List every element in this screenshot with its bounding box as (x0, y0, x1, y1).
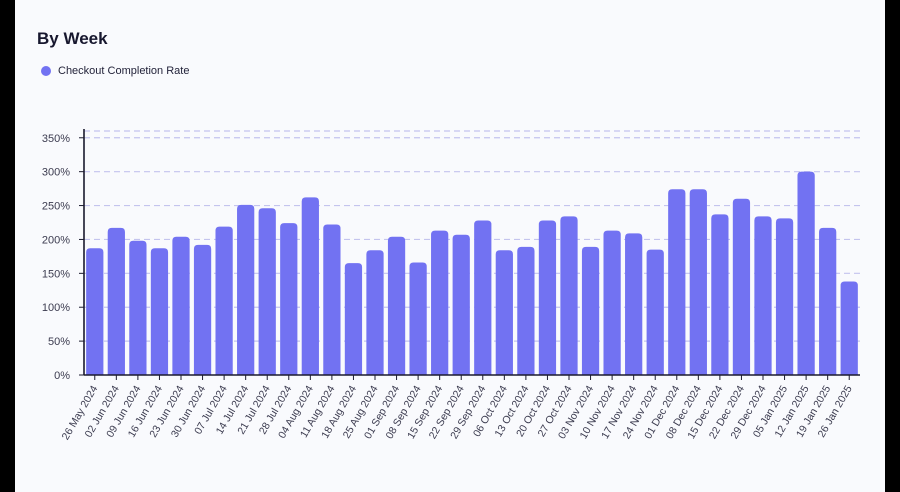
bar (711, 214, 729, 375)
bar (323, 224, 341, 375)
y-tick-label: 100% (42, 302, 70, 314)
y-tick-label: 0% (54, 370, 70, 382)
bar (581, 246, 600, 375)
legend-label: Checkout Completion Rate (58, 65, 190, 77)
bar (431, 230, 449, 375)
bar (517, 246, 535, 375)
legend[interactable]: Checkout Completion Rate (41, 65, 189, 77)
y-tick-label: 350% (42, 133, 70, 145)
bar (172, 236, 190, 375)
bar (237, 204, 255, 375)
bar (668, 189, 686, 375)
bar (474, 220, 492, 375)
bar (560, 216, 578, 375)
bar (495, 250, 513, 375)
bar (215, 226, 233, 375)
y-tick-label: 200% (42, 234, 70, 246)
bar (732, 198, 751, 375)
legend-swatch (41, 66, 51, 76)
bar (107, 227, 125, 375)
bar (366, 250, 384, 375)
bar (754, 216, 772, 375)
bar (150, 248, 169, 375)
bar (775, 218, 794, 375)
chart-title: By Week (37, 29, 108, 48)
bar (129, 240, 147, 375)
bar (193, 244, 212, 375)
bar (538, 220, 557, 375)
bar (797, 171, 815, 375)
y-tick-label: 300% (42, 167, 70, 179)
bar (409, 262, 427, 375)
bar (387, 236, 406, 375)
bar (344, 263, 363, 375)
y-tick-label: 50% (48, 336, 70, 348)
bar (625, 233, 643, 375)
y-tick-label: 250% (42, 201, 70, 213)
bar (301, 197, 319, 375)
bar (452, 234, 470, 375)
bar (86, 248, 104, 375)
bar (258, 208, 276, 375)
bar (819, 227, 837, 375)
bar (840, 281, 858, 375)
bar (646, 249, 664, 375)
bar (280, 223, 298, 375)
y-tick-label: 150% (42, 268, 70, 280)
bar (689, 189, 707, 375)
bar (603, 230, 621, 375)
